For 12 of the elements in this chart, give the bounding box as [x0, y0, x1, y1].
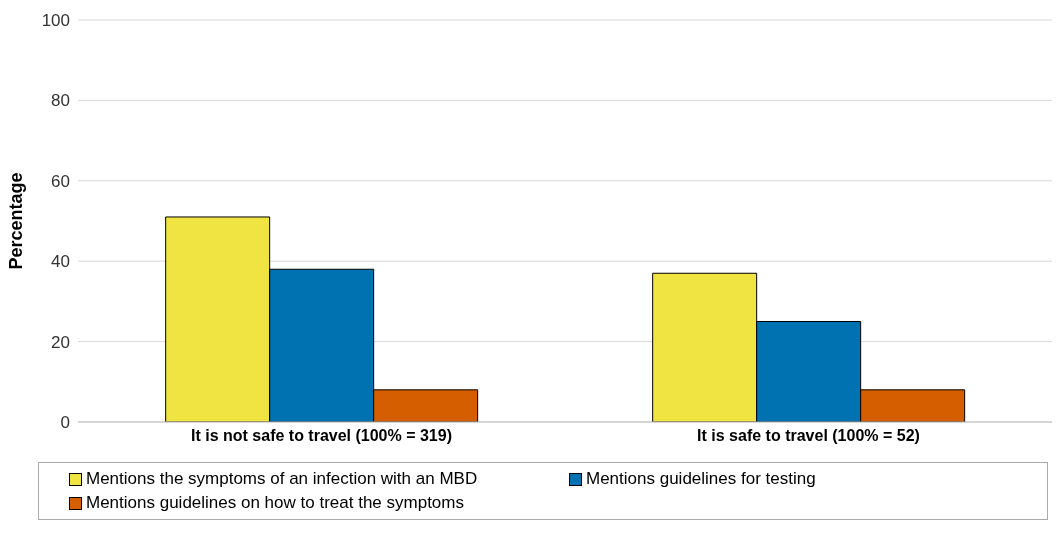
y-tick-label: 0 [60, 413, 70, 433]
y-axis-title: Percentage [6, 172, 27, 270]
y-tick-label: 40 [51, 252, 70, 272]
x-tick-label: It is not safe to travel (100% = 319) [191, 427, 452, 445]
y-tick-label: 80 [51, 91, 70, 111]
y-tick-label: 20 [51, 332, 70, 352]
legend-label: Mentions guidelines for testing [586, 469, 816, 489]
y-tick-label: 100 [41, 11, 70, 31]
legend-label: Mentions guidelines on how to treat the symptoms [86, 493, 464, 513]
y-tick-label: 60 [51, 171, 70, 191]
x-tick-label: It is safe to travel (100% = 52) [697, 427, 920, 445]
legend-label: Mentions the symptoms of an infection with an MBD [86, 469, 478, 489]
